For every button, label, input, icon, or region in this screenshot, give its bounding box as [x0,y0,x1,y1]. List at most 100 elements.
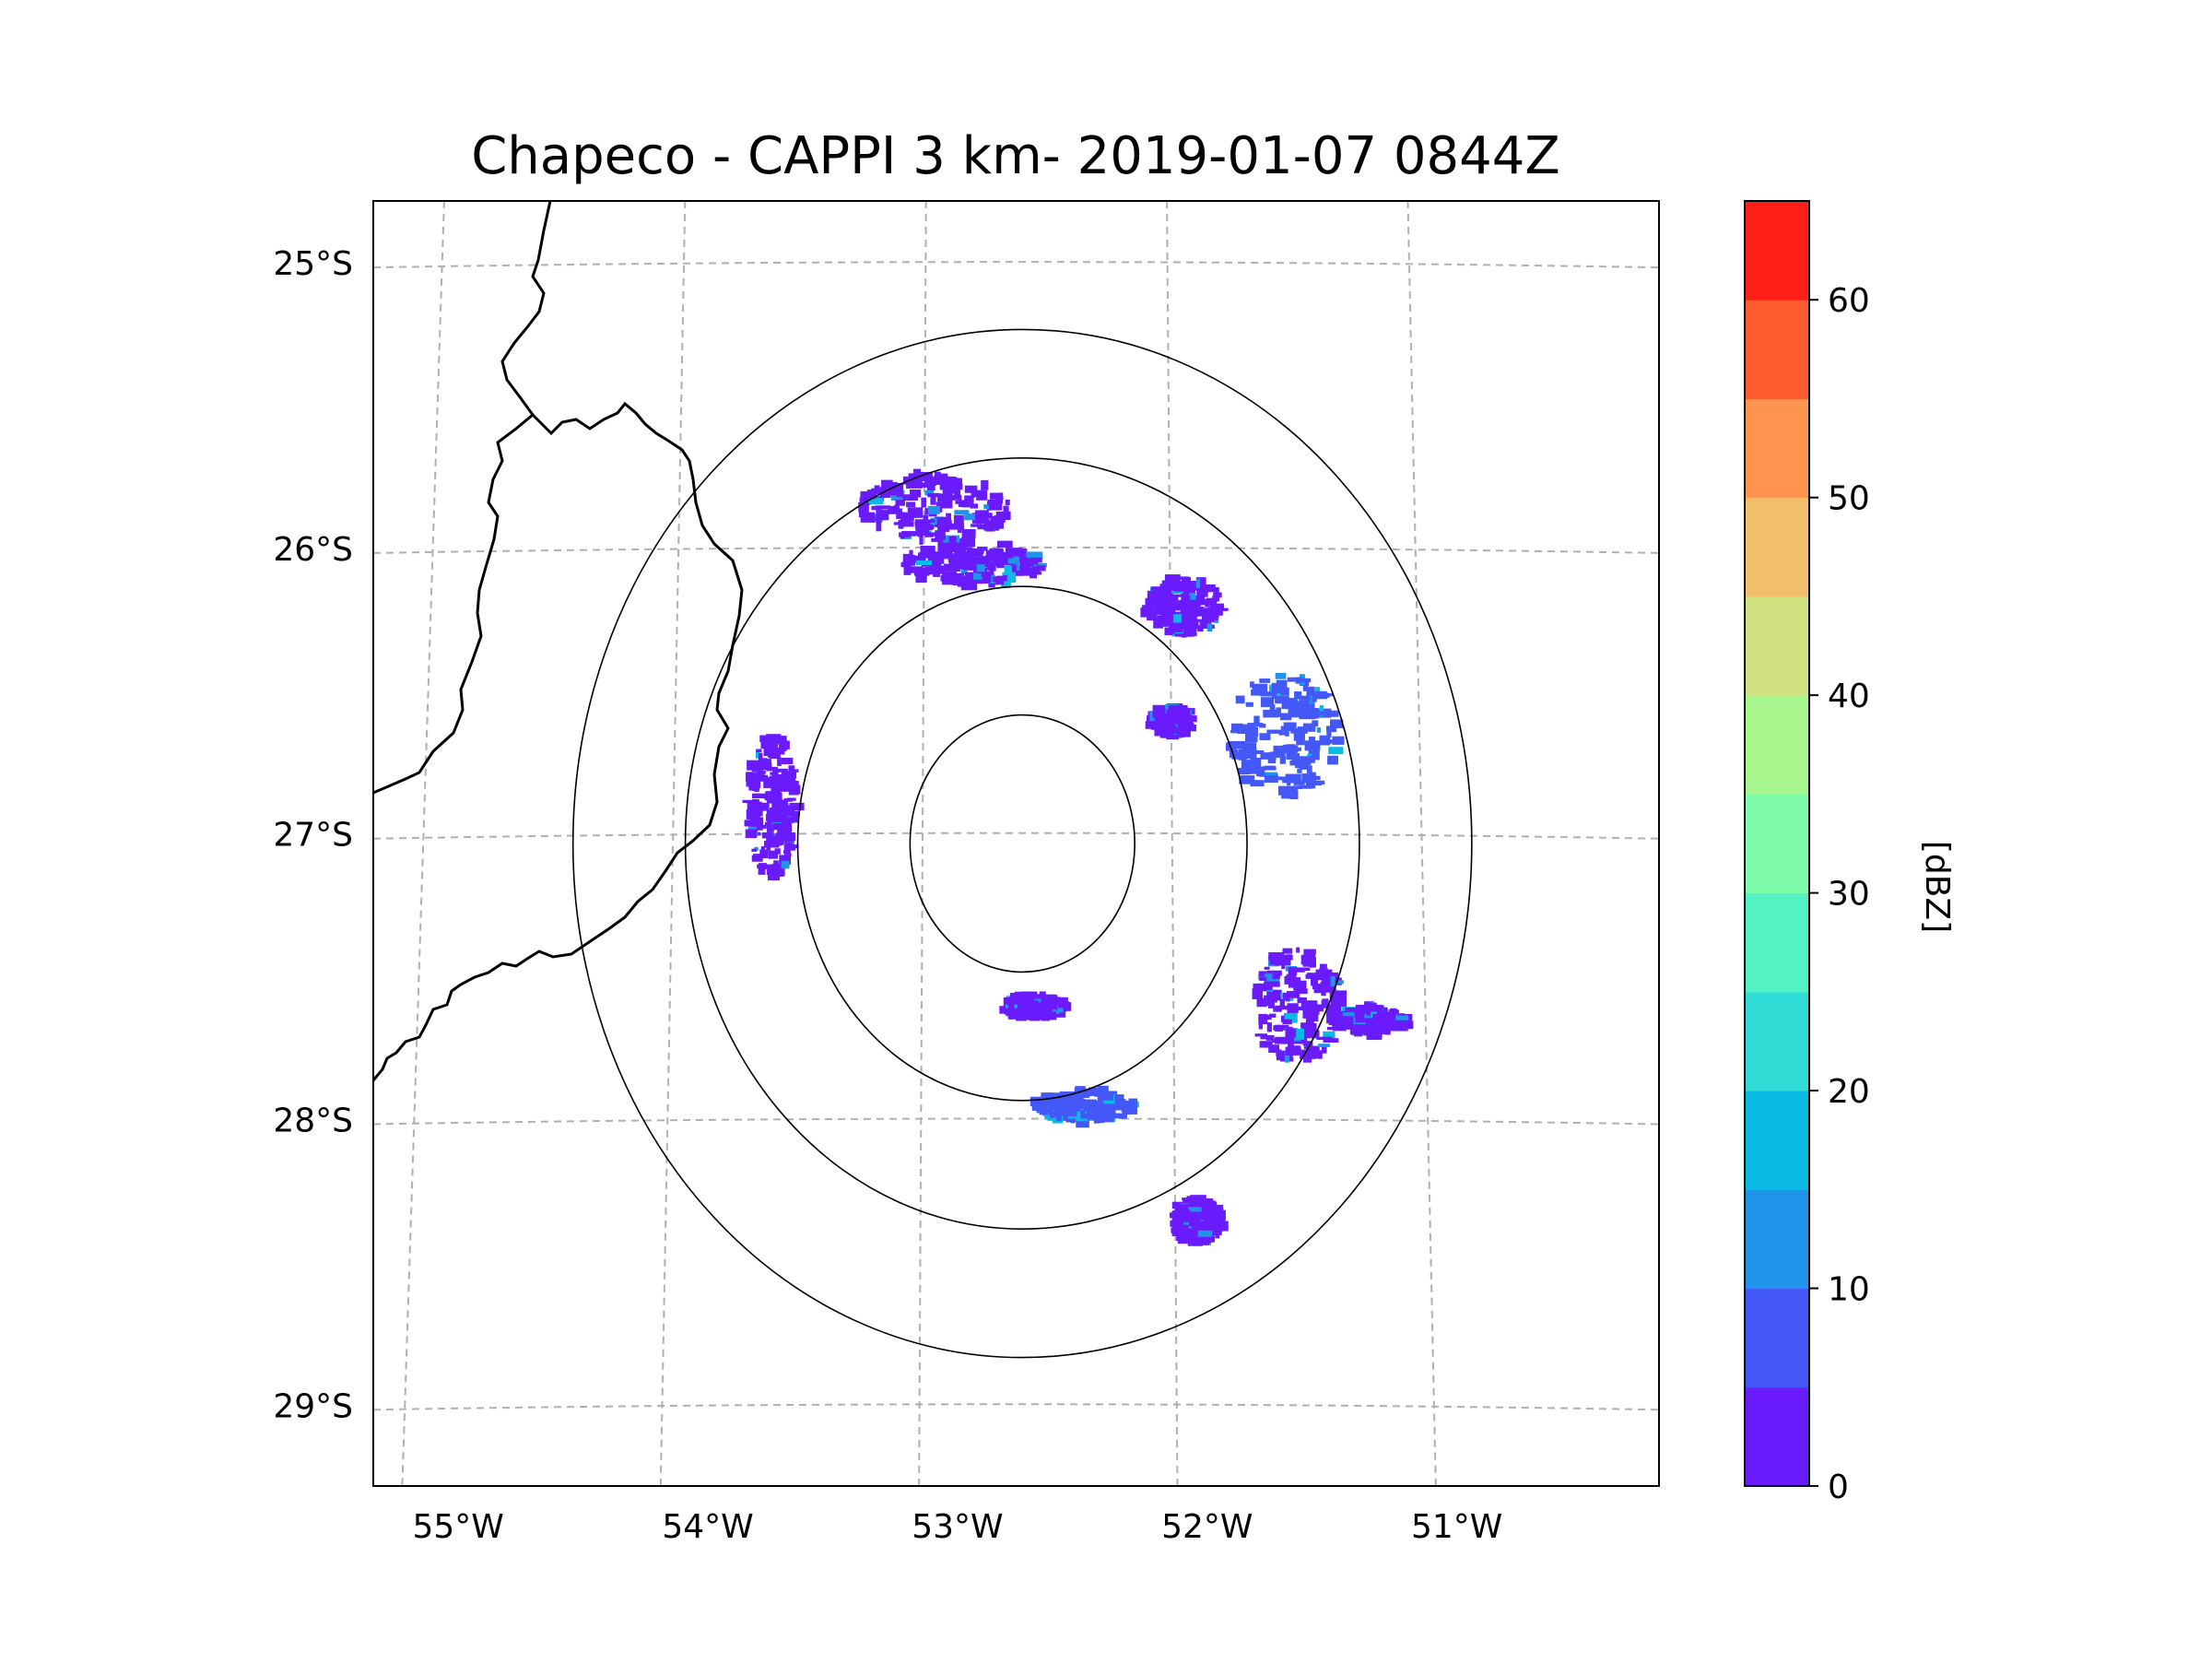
x-axis-ticks: 55°W 54°W 53°W 52°W 51°W [412,1508,1502,1546]
echo-cell [949,523,965,530]
echo-cell [1319,963,1327,971]
echo-cell [1392,1023,1408,1032]
echo-cell [941,548,952,560]
echo-cell [1147,614,1158,621]
echo-cluster-north-streaks [858,468,1011,545]
echo-cell [1301,773,1312,784]
colorbar-bin [1745,1288,1809,1388]
echo-cell [1025,997,1035,1008]
echo-cell [1163,618,1169,627]
echo-cell [1177,594,1186,597]
echo-cell [1093,1115,1100,1124]
echo-cell [1283,722,1297,732]
echo-cell [1159,713,1173,719]
echo-cell [902,521,914,527]
echo-cell [1306,690,1315,697]
echo-cell [763,748,771,757]
echo-cell [1187,615,1197,622]
echo-cell [1301,760,1307,769]
echo-cell [1190,613,1199,617]
echo-cell [1260,691,1277,697]
echo-cell [1199,619,1212,626]
echo-cell [1298,678,1312,683]
echo-cell [1300,1022,1308,1029]
echo-cell [752,774,769,782]
echo-cell [1287,990,1300,998]
echo-cell [1198,1212,1208,1220]
echo-cell [1238,749,1250,756]
echo-cell [1026,551,1043,558]
echo-cell [908,566,924,573]
echo-cell [947,494,962,501]
y-tick-label: 28°S [273,1102,353,1139]
echo-cell [987,564,994,571]
echo-cell [1241,742,1257,754]
echo-cluster-northeast-arc [1140,574,1229,638]
echo-cell [924,508,929,515]
echo-cell [1166,709,1172,716]
echo-cell [751,855,763,862]
echo-cell [1321,999,1329,1008]
gridline-lon [918,201,927,1486]
echo-cell [1303,1056,1312,1063]
colorbar-bin [1745,1091,1809,1190]
echo-cell [1275,672,1287,679]
echo-cell [764,761,771,771]
echo-cell [951,553,964,560]
echo-cell [1286,973,1297,982]
echo-cell [1191,1238,1201,1243]
echo-cell [989,574,995,584]
echo-cell [1020,1005,1028,1009]
echo-cell [1023,572,1035,576]
echo-cell [1029,1010,1041,1021]
gridline-lon [1406,201,1437,1486]
echo-cell [929,565,938,572]
echo-cell [1181,1230,1193,1233]
echo-cell [777,866,784,878]
echo-cell [1145,599,1158,607]
echo-cell [1330,990,1347,998]
echo-cell [748,780,759,791]
echo-cell [783,844,799,849]
echo-cell [786,817,792,821]
echo-cell [1141,605,1155,610]
echo-cell [1008,564,1017,575]
echo-cell [992,523,996,530]
echo-cell [1204,614,1218,621]
echo-cell [789,802,805,811]
echo-cell [1161,580,1174,587]
echo-cell [1178,725,1191,737]
echo-cell [1362,1012,1371,1024]
colorbar-bin [1745,892,1809,993]
echo-cell [771,737,781,745]
echo-cell [935,530,946,540]
echo-cell [1204,588,1218,593]
echo-cell [1286,751,1298,760]
colorbar: 0 10 20 30 40 50 60 [dBZ] [1744,200,1956,1506]
echo-cell [1298,785,1312,789]
echo-cell [1266,729,1283,734]
echo-cell [1323,1031,1335,1041]
echo-cell [1318,711,1328,715]
echo-cell [1367,1005,1383,1012]
echo-cell [1302,685,1309,691]
echo-cell [1127,1106,1138,1115]
gridline-lon [401,201,445,1486]
echo-cell [931,477,940,486]
echo-cell [1331,1001,1338,1009]
echo-cell [866,489,877,495]
echo-cell [1080,1091,1090,1096]
echo-cell [969,537,976,548]
echo-cell [1305,781,1322,786]
echo-cell [1320,974,1329,979]
echo-cell [1188,607,1205,616]
echo-cell [1299,709,1316,720]
echo-cell [1041,994,1055,1001]
echo-cell [941,482,947,489]
echo-cell [1259,976,1267,982]
echo-cell [767,792,782,804]
echo-cell [1259,1014,1272,1020]
echo-cell [1003,574,1007,582]
gridline-lat [373,832,1659,840]
